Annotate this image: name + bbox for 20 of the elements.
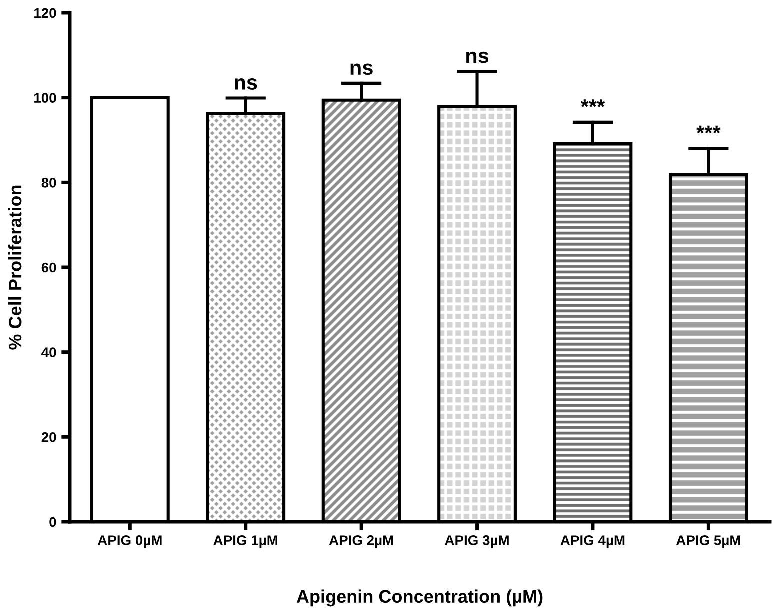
y-tick-label: 40 — [42, 348, 56, 358]
y-tick-label: 80 — [42, 178, 56, 188]
annotation: ns — [235, 78, 258, 90]
x-tick-label: APIG 0µM — [98, 536, 162, 548]
x-tick-label: APIG 5µM — [676, 536, 740, 548]
annotation: ns — [350, 64, 373, 76]
y-tick-label: 100 — [34, 93, 56, 104]
y-tick-label: 20 — [42, 432, 56, 442]
y-tick-label: 120 — [34, 8, 56, 18]
x-tick-label: APIG 4µM — [560, 536, 625, 548]
x-tick-label: APIG 2µM — [329, 536, 394, 548]
x-tick-label: APIG 1µM — [214, 536, 278, 548]
x-axis-title: Apigenin Concentration (µM) — [296, 590, 543, 607]
annotation: ns — [466, 52, 489, 64]
x-tick-label: APIG 3µM — [445, 536, 509, 548]
annotation: *** — [580, 100, 606, 108]
y-tick-label: 0 — [50, 517, 56, 528]
y-axis-title: % Cell Proliferation — [8, 186, 22, 350]
annotation: *** — [696, 126, 721, 134]
y-tick-label: 60 — [42, 262, 56, 273]
